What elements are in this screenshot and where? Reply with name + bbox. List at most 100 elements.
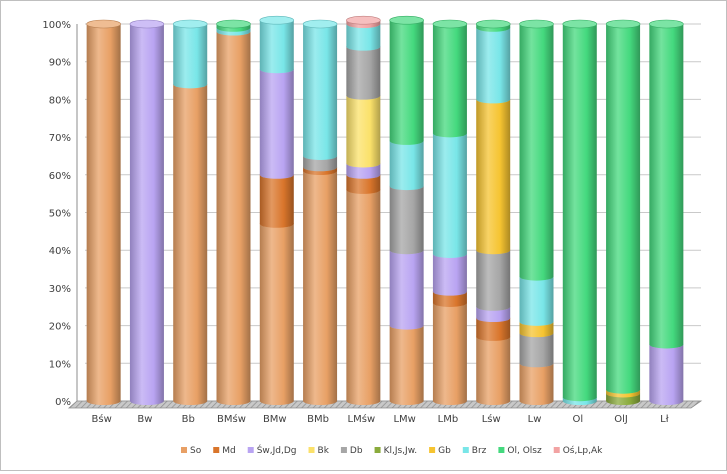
bar-group — [259, 15, 295, 405]
bar-top-cap — [172, 19, 208, 29]
bar-group — [649, 19, 684, 405]
bar-segment-so — [432, 302, 467, 405]
y-axis: 0% 10% 20% 30% 40% 50% 60% 70% 80% 90% 100% — [42, 20, 78, 408]
legend-label: Md — [222, 446, 235, 456]
legend-swatch — [340, 447, 347, 453]
bar-segment-brz — [519, 276, 554, 326]
bar-segment-brz — [389, 140, 424, 191]
bar-segment--w-jd-dg — [649, 344, 684, 405]
bar-segment-so — [173, 84, 208, 405]
x-tick-label: LMw — [393, 414, 415, 425]
bar-segment-ol-olsz — [389, 20, 424, 145]
legend-label: Kl,Js,Jw. — [384, 446, 418, 456]
bar-group — [432, 19, 468, 405]
x-tick-label: BMb — [307, 414, 329, 425]
bar-segment-gb — [519, 321, 554, 338]
bar-segment-ol-olsz — [606, 24, 641, 394]
bar-group — [216, 19, 251, 405]
bar-top-cap — [475, 19, 511, 29]
bar-top-cap — [86, 19, 121, 29]
y-tick-label: 90% — [49, 58, 71, 69]
bar-segment-md — [259, 174, 294, 228]
bar-segment-brz — [476, 27, 511, 104]
bar-group — [519, 19, 554, 405]
bar-segment-md — [432, 291, 467, 307]
legend-label: Db — [350, 446, 363, 456]
x-tick-label: Bb — [182, 414, 195, 425]
x-tick-label: LMb — [438, 414, 459, 425]
bar-top-cap — [605, 19, 641, 29]
bar-group — [86, 19, 121, 405]
bar-segment--w-jd-dg — [432, 253, 467, 296]
y-tick-label: 0% — [55, 397, 71, 408]
legend-swatch — [462, 447, 469, 453]
x-tick-label: OlJ — [614, 414, 628, 425]
bar-segment-brz — [303, 24, 338, 160]
y-tick-label: 30% — [49, 284, 71, 295]
legend-swatch — [213, 447, 220, 453]
x-tick-label: Bw — [137, 414, 152, 425]
bar-segment-ol-olsz — [649, 24, 684, 349]
legend-label: Oś,Lp,Ak — [563, 445, 603, 456]
y-tick-label: 70% — [49, 133, 71, 144]
x-tick-label: Ol — [572, 414, 583, 425]
bar-segment--w-jd-dg — [346, 163, 381, 179]
bar-segment-so — [476, 336, 511, 405]
bar-segment-db — [389, 186, 424, 255]
bar-segment--w-jd-dg — [476, 306, 511, 323]
y-tick-label: 50% — [49, 209, 71, 220]
bar-group — [129, 19, 165, 405]
legend-swatch — [308, 447, 315, 453]
bar-top-cap — [129, 19, 165, 29]
bar-segment-md — [346, 174, 381, 194]
floor-plane — [67, 400, 703, 409]
bar-segment-brz — [432, 133, 467, 258]
bar-top-cap — [216, 19, 251, 29]
x-tick-label: Lśw — [482, 413, 501, 425]
legend-swatch — [498, 447, 505, 453]
y-tick-label: 60% — [49, 171, 71, 182]
bar-group — [389, 15, 424, 405]
bar-segment--w-jd-dg — [259, 69, 294, 179]
bars — [86, 15, 684, 405]
bar-top-cap — [259, 15, 295, 25]
bar-group — [346, 15, 381, 405]
bar-segment--w-jd-dg — [129, 24, 164, 405]
bar-top-cap — [562, 19, 598, 29]
bar-top-cap — [519, 19, 554, 29]
y-tick-label: 40% — [49, 246, 71, 257]
bar-group — [475, 19, 511, 405]
y-tick-label: 80% — [49, 95, 71, 106]
legend-label: Ol, Olsz — [507, 446, 542, 456]
bar-segment-bk — [346, 95, 381, 168]
bar-group — [562, 19, 598, 405]
x-tick-label: BMw — [263, 414, 287, 425]
bar-segment-so — [86, 24, 121, 405]
y-tick-label: 100% — [42, 20, 71, 31]
legend: So Md Św,Jd,Dg Bk Db Kl,Js,Jw. Gb Brz Ol, Olsz Oś… — [181, 444, 603, 456]
bar-segment-brz — [346, 24, 381, 51]
bar-segment-brz — [173, 24, 208, 89]
bar-segment-so — [519, 363, 554, 405]
bar-segment-so — [259, 223, 294, 405]
legend-swatch — [429, 447, 436, 453]
legend-swatch — [553, 447, 560, 453]
bar-segment-ol-olsz — [519, 24, 554, 281]
x-axis: Bśw Bw Bb BMśw BMw BMb LMśw LMw LMb Lśw Lw Ol OlJ Lł — [92, 413, 669, 425]
bar-top-cap — [346, 15, 381, 25]
bar-top-cap — [649, 19, 684, 29]
bar-segment-ol-olsz — [562, 24, 597, 402]
bar-segment-db — [476, 250, 511, 311]
x-tick-label: BMśw — [217, 413, 246, 425]
bar-top-cap — [389, 15, 424, 25]
legend-swatch — [181, 447, 187, 453]
y-tick-label: 20% — [49, 322, 71, 333]
bar-segment-gb — [476, 99, 511, 255]
bar-segment-so — [216, 31, 251, 405]
bar-segment-so — [346, 189, 381, 405]
legend-swatch — [247, 447, 254, 453]
legend-label: So — [190, 446, 202, 456]
bar-segment-db — [303, 155, 338, 172]
